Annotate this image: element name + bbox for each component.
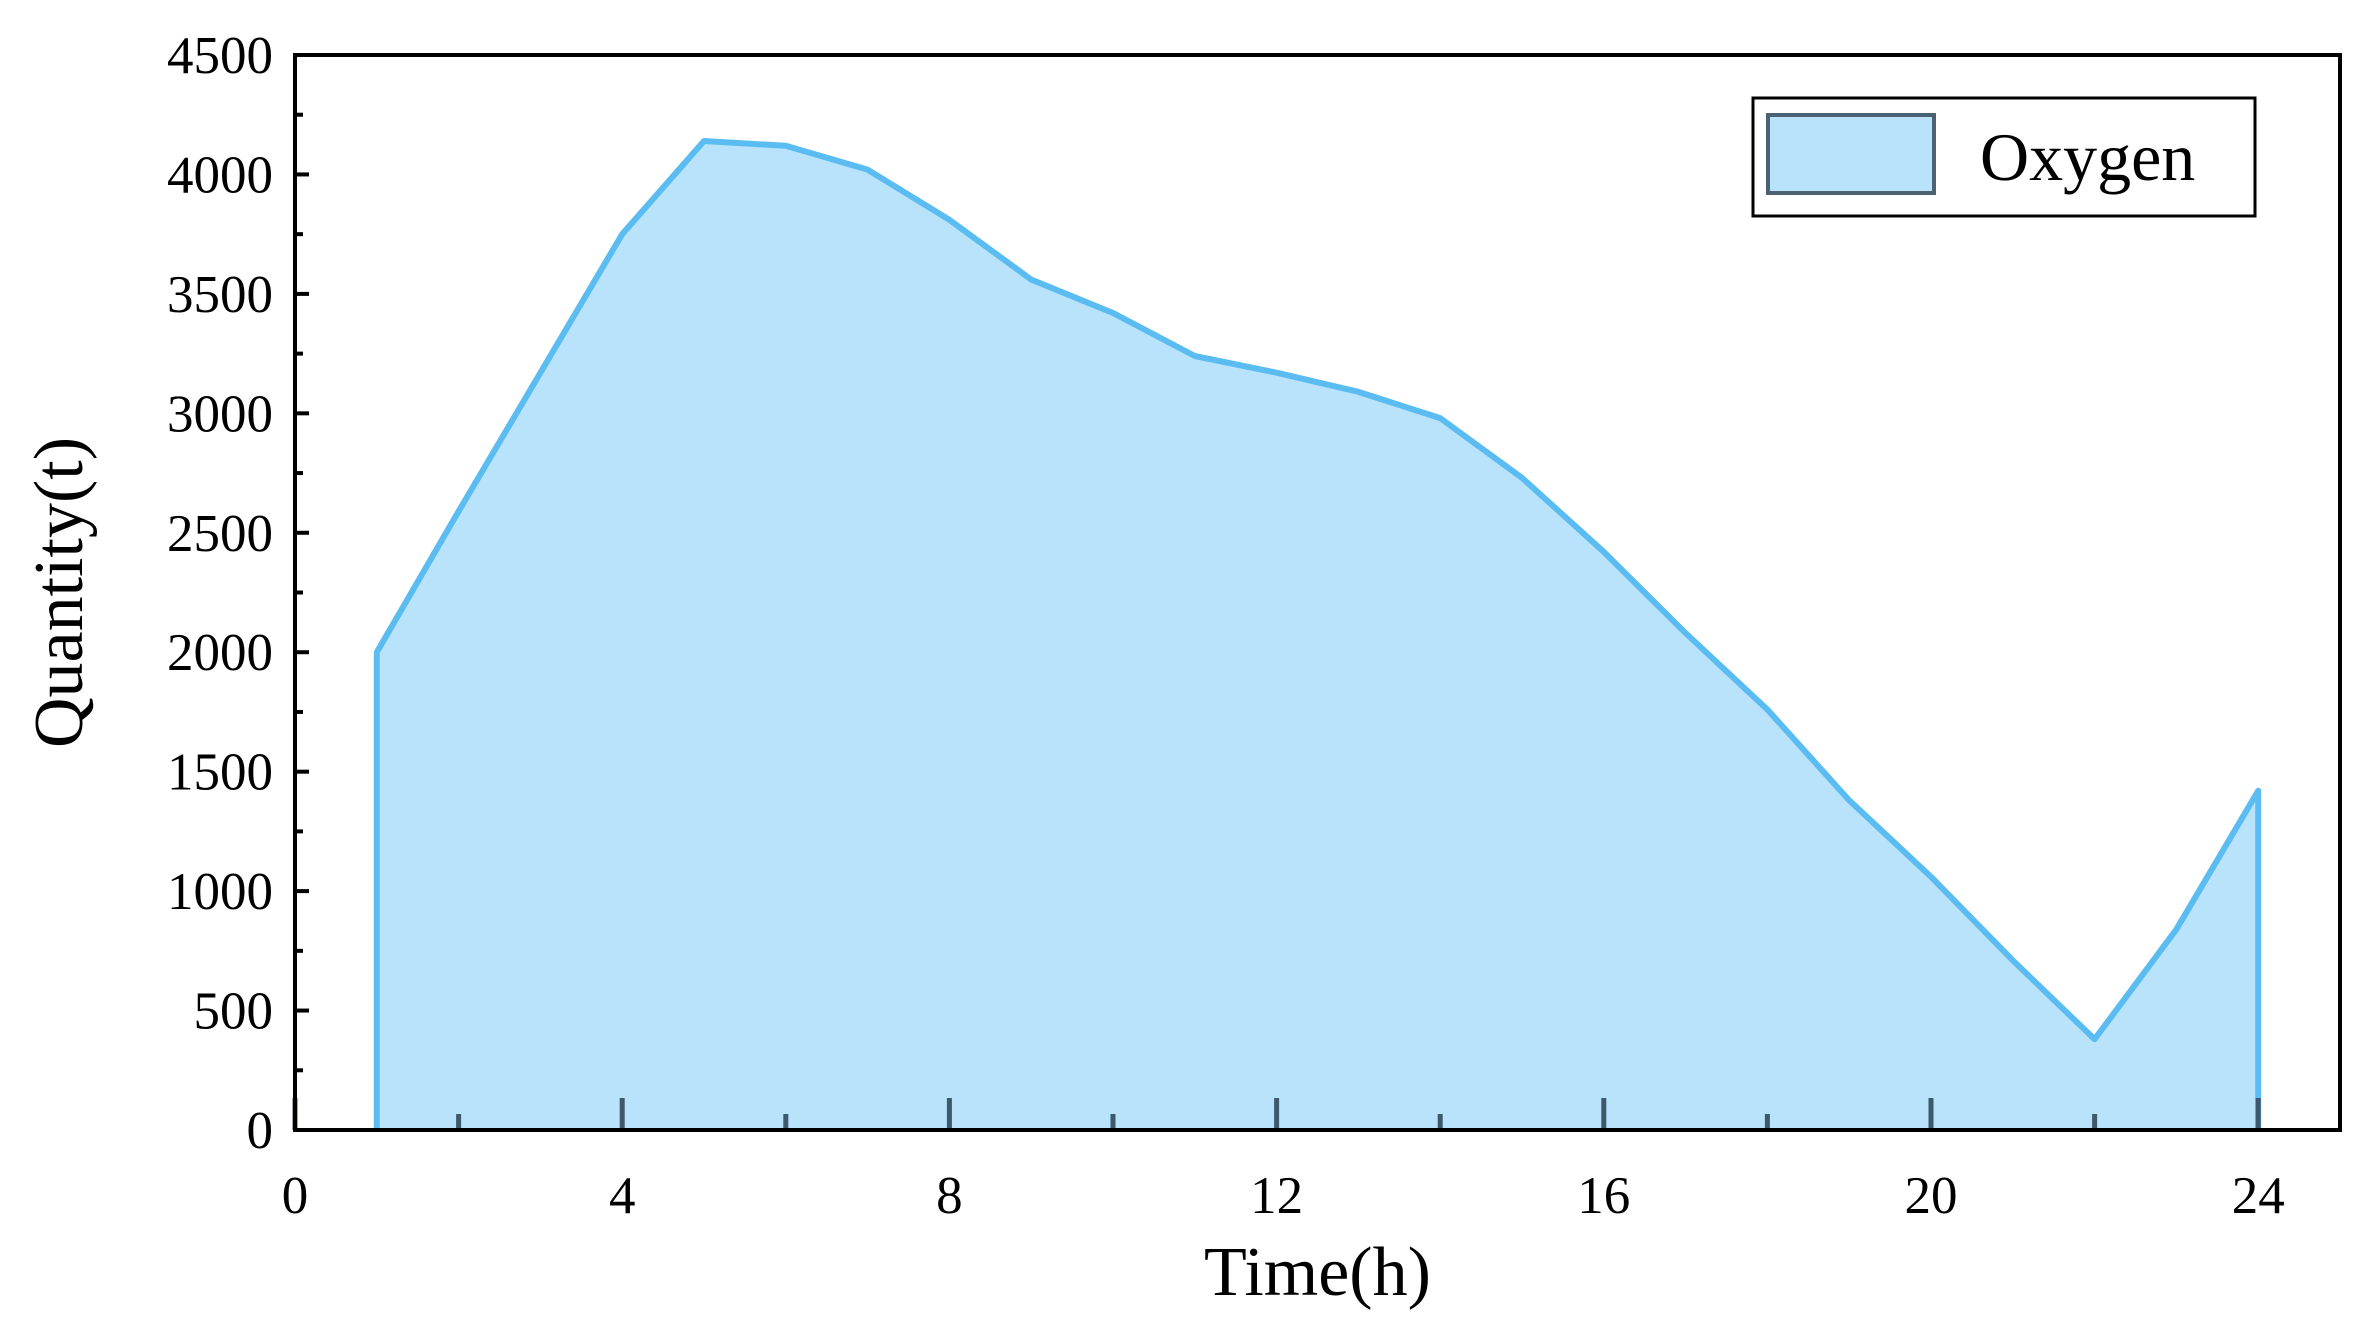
x-axis-title: Time(h) [1204, 1234, 1431, 1311]
y-tick-label: 1000 [167, 863, 273, 921]
x-tick-label: 20 [1905, 1167, 1958, 1225]
y-axis-title: Quantity(t) [21, 437, 98, 748]
plot-area [292, 53, 2342, 1132]
y-tick-label: 2500 [167, 505, 273, 563]
x-tick-label: 4 [609, 1167, 636, 1225]
y-tick-label: 3000 [167, 385, 273, 443]
plot-frame [293, 53, 2342, 1132]
x-tick-label: 0 [282, 1167, 309, 1225]
y-axis-tick-labels: 0 500 1000 1500 2000 2500 3000 3500 4000 4500 [167, 27, 273, 1160]
x-tick-label: 24 [2232, 1167, 2285, 1225]
legend-label-oxygen: Oxygen [1980, 119, 2195, 195]
y-tick-label: 0 [247, 1102, 274, 1160]
y-tick-label: 4000 [167, 146, 273, 204]
legend: Oxygen [1751, 96, 2257, 218]
y-tick-label: 4500 [167, 27, 273, 85]
legend-swatch-oxygen [1766, 113, 1936, 195]
y-tick-label: 1500 [167, 744, 273, 802]
y-tick-label: 3500 [167, 266, 273, 324]
y-tick-label: 2000 [167, 624, 273, 682]
y-tick-label: 500 [194, 983, 274, 1041]
x-tick-label: 8 [936, 1167, 963, 1225]
x-tick-label: 16 [1577, 1167, 1630, 1225]
x-axis-tick-labels: 0 4 8 12 16 20 24 [282, 1167, 2285, 1225]
oxygen-area-fill [376, 141, 2259, 1130]
x-tick-label: 12 [1250, 1167, 1303, 1225]
oxygen-area-outline [373, 138, 2262, 1130]
